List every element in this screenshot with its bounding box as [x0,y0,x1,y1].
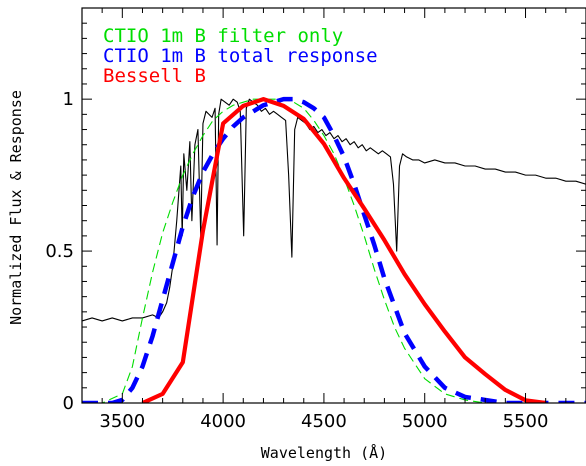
legend-entry-bessell: Bessell B [103,65,206,87]
y-axis-title: Normalized Flux & Response [7,90,25,325]
black-spectrum-curve [82,98,586,322]
green-filter-curve [82,98,586,403]
y-tick-label: 0 [63,393,74,414]
legend-entry-total-response: CTIO 1m B total response [103,45,378,67]
red-bessell-curve [141,97,546,403]
x-tick-label: 3500 [99,411,145,432]
x-tick-label: 4000 [200,411,246,432]
legend-entry-filter-only: CTIO 1m B filter only [103,25,343,47]
x-tick-label: 4500 [301,411,347,432]
x-axis-title: Wavelength (Å) [261,443,387,462]
x-tick-label: 5000 [402,411,448,432]
blue-total-response-curve [82,96,586,403]
y-tick-label: 0.5 [45,241,74,262]
x-tick-label: 5500 [503,411,549,432]
y-tick-label: 1 [63,89,74,110]
